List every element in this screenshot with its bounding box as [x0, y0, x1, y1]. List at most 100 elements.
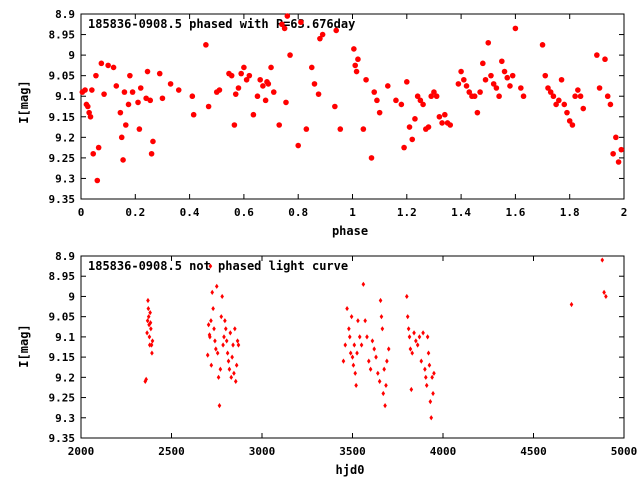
y-tick-label: 9.15: [49, 111, 76, 124]
data-point: [211, 305, 215, 312]
data-point: [148, 150, 155, 157]
y-tick-label: 9.35: [49, 432, 76, 445]
data-point: [404, 79, 410, 85]
data-point: [424, 382, 429, 389]
data-point: [520, 93, 527, 100]
data-point: [376, 109, 383, 116]
data-point: [227, 366, 232, 372]
data-point: [355, 350, 359, 356]
data-point: [236, 342, 241, 348]
data-point: [232, 91, 239, 97]
phased-light-curve-panel: 185836-0908.5 phased with P=63.676day ph…: [17, 8, 627, 238]
data-point: [121, 89, 128, 95]
data-point: [189, 93, 196, 100]
x-tick-label: 3500: [339, 445, 366, 458]
data-point: [594, 52, 600, 58]
data-point: [90, 150, 97, 157]
data-point: [218, 366, 223, 372]
data-point: [615, 159, 622, 165]
data-point: [238, 70, 244, 77]
data-point: [110, 64, 117, 71]
data-point: [246, 72, 253, 79]
data-point: [234, 362, 239, 368]
data-point: [610, 150, 616, 157]
x-tick-label: 0.4: [180, 206, 200, 219]
data-point: [370, 338, 375, 344]
y-tick-label: 8.9: [55, 8, 75, 21]
data-point: [569, 301, 574, 308]
data-point: [401, 144, 407, 151]
x-tick-label: 4500: [520, 445, 547, 458]
data-point: [144, 376, 148, 382]
data-point: [319, 31, 326, 38]
data-point: [425, 124, 432, 130]
data-point: [496, 93, 502, 100]
data-point: [89, 87, 95, 93]
data-point: [409, 386, 414, 393]
data-point: [433, 93, 440, 100]
x-tick-label: 1: [349, 206, 356, 219]
data-point: [224, 326, 228, 332]
x-tick-label: 3000: [249, 445, 276, 458]
data-point: [347, 326, 351, 332]
data-point: [101, 91, 107, 97]
data-point: [105, 62, 111, 69]
x-tick-label: 2000: [68, 445, 95, 458]
data-point: [414, 338, 418, 344]
data-point: [156, 70, 163, 77]
data-point: [480, 60, 486, 67]
data-point: [281, 25, 288, 32]
data-point: [228, 72, 235, 79]
x-tick-label: 0: [78, 206, 85, 219]
data-point: [542, 72, 549, 79]
data-point: [209, 362, 214, 368]
data-point: [408, 346, 413, 352]
data-point: [490, 81, 497, 87]
data-point: [230, 354, 234, 360]
y-tick-label: 9.25: [49, 392, 76, 405]
data-point: [143, 378, 148, 384]
x-tick-label: 0.2: [125, 206, 145, 219]
plot-frame: [80, 255, 625, 439]
data-point: [149, 326, 153, 332]
data-point: [577, 93, 584, 100]
data-point: [228, 330, 233, 336]
data-point: [216, 87, 223, 93]
data-point: [442, 111, 448, 118]
data-point: [222, 334, 226, 340]
data-point: [430, 374, 434, 380]
y-tick-label: 8.95: [49, 29, 76, 42]
x-tick-label: 5000: [611, 445, 638, 458]
y-tick-label: 9.35: [49, 193, 76, 206]
data-point: [203, 42, 209, 48]
chart-title: 185836-0908.5 not phased light curve: [88, 259, 348, 273]
data-point: [550, 93, 557, 100]
data-point: [406, 326, 411, 332]
data-point: [600, 257, 605, 263]
data-point: [159, 95, 166, 102]
data-point: [229, 374, 234, 380]
data-point: [382, 366, 386, 372]
data-point: [127, 72, 133, 79]
data-point: [428, 93, 435, 100]
data-point: [233, 326, 237, 332]
data-point: [209, 318, 213, 324]
data-point: [368, 155, 375, 161]
data-point: [241, 64, 247, 71]
data-point: [219, 314, 224, 320]
data-point: [283, 99, 289, 106]
data-point: [250, 111, 257, 118]
data-point: [417, 97, 424, 104]
data-point: [355, 56, 361, 63]
data-point: [214, 346, 218, 352]
data-point: [419, 358, 424, 364]
data-point: [365, 334, 369, 340]
data-point: [147, 342, 152, 348]
data-point: [539, 42, 546, 48]
data-point: [345, 305, 349, 312]
data-point: [113, 83, 120, 89]
data-point: [295, 142, 302, 149]
data-point: [477, 89, 483, 95]
data-point: [117, 109, 124, 116]
